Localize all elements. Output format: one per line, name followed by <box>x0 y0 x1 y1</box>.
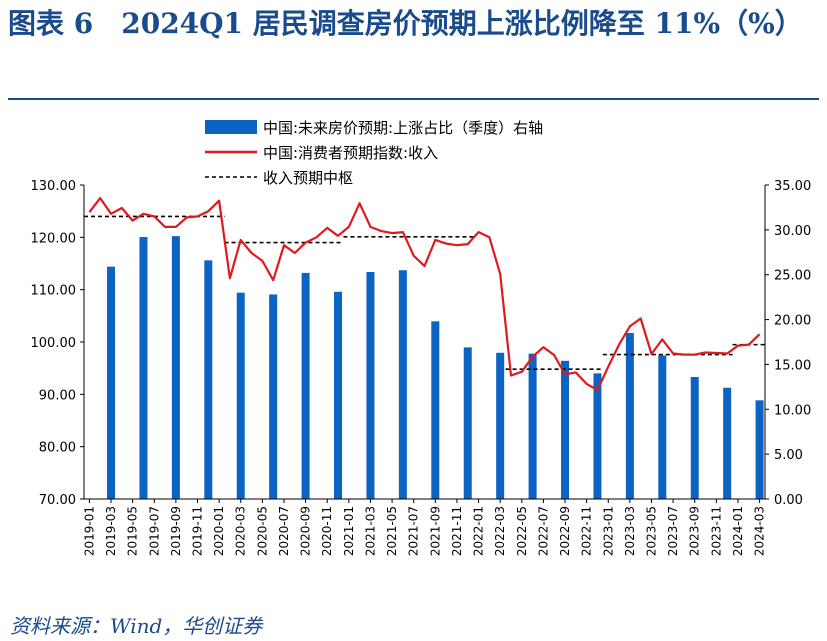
income-expectation-line <box>88 196 761 392</box>
x-tick-label: 2020-05 <box>255 506 269 556</box>
x-tick-label: 2023-07 <box>666 506 680 556</box>
line-series <box>88 196 761 392</box>
bar-2019-03 <box>107 266 116 499</box>
bar-2022-12 <box>593 373 602 499</box>
bar-2022-09 <box>561 360 570 499</box>
right-tick-label: 20.00 <box>774 314 811 329</box>
bar-2019-09 <box>171 236 180 499</box>
x-tick-label: 2022-01 <box>472 506 486 556</box>
legend-label-line: 中国:消费者预期指数:收入 <box>263 144 438 162</box>
bar-2022-06 <box>528 353 537 499</box>
x-tick-label: 2023-03 <box>623 506 637 556</box>
bar-series <box>107 236 764 499</box>
left-tick-label: 120.00 <box>31 231 77 246</box>
x-tick-label: 2019-03 <box>104 506 118 556</box>
left-tick-label: 100.00 <box>31 336 77 351</box>
x-tick-label: 2021-05 <box>385 506 399 556</box>
x-tick-label: 2019-09 <box>169 506 183 556</box>
x-tick-label: 2024-03 <box>753 506 767 556</box>
x-tick-label: 2021-09 <box>428 506 442 556</box>
x-tick-label: 2023-09 <box>688 506 702 556</box>
left-tick-label: 130.00 <box>31 179 77 194</box>
right-tick-label: 5.00 <box>774 448 803 463</box>
bar-2023-12 <box>723 387 732 499</box>
x-tick-label: 2023-05 <box>645 506 659 556</box>
bar-2020-03 <box>236 292 245 499</box>
right-tick-label: 15.00 <box>774 358 811 373</box>
x-tick-label: 2024-01 <box>731 506 745 556</box>
x-tick-label: 2022-09 <box>558 506 572 556</box>
title-rule <box>8 98 819 100</box>
bar-2019-12 <box>204 260 213 499</box>
x-tick-label: 2023-11 <box>709 506 723 556</box>
bar-2020-09 <box>301 272 310 499</box>
bar-2021-06 <box>398 270 407 499</box>
x-tick-label: 2022-11 <box>580 506 594 556</box>
x-tick-label: 2019-05 <box>126 506 140 556</box>
x-tick-label: 2020-11 <box>320 506 334 556</box>
bar-2024-03 <box>755 400 764 499</box>
bar-2021-03 <box>366 272 375 499</box>
bar-2021-09 <box>431 321 440 499</box>
legend-label-dashed: 收入预期中枢 <box>263 169 353 187</box>
left-tick-label: 70.00 <box>39 493 76 508</box>
x-tick-label: 2021-01 <box>342 506 356 556</box>
legend-swatch-bar <box>205 120 257 134</box>
x-tick-label: 2019-07 <box>147 506 161 556</box>
right-tick-label: 30.00 <box>774 224 811 239</box>
right-tick-label: 0.00 <box>774 493 803 508</box>
left-tick-label: 80.00 <box>39 441 76 456</box>
bar-2023-03 <box>625 333 634 499</box>
right-tick-label: 25.00 <box>774 269 811 284</box>
x-tick-label: 2020-09 <box>299 506 313 556</box>
x-tick-label: 2023-01 <box>601 506 615 556</box>
bar-2023-06 <box>658 355 667 499</box>
bar-2019-06 <box>139 237 148 499</box>
source-note: 资料来源：Wind，华创证券 <box>10 614 263 638</box>
x-tick-label: 2022-03 <box>493 506 507 556</box>
x-tick-label: 2019-11 <box>191 506 205 556</box>
x-tick-label: 2020-07 <box>277 506 291 556</box>
x-tick-label: 2022-05 <box>515 506 529 556</box>
right-tick-label: 35.00 <box>774 179 811 194</box>
bar-2023-09 <box>690 376 699 499</box>
x-tick-label: 2019-01 <box>82 506 96 556</box>
axes: 70.00 80.00 90.00 100.00 110.00 120.00 130.00 0… <box>31 179 812 556</box>
left-tick-label: 90.00 <box>39 388 76 403</box>
left-tick-label: 110.00 <box>31 284 77 299</box>
legend-label-bar: 中国:未来房价预期:上涨占比（季度）右轴 <box>263 119 543 137</box>
chart: 中国:未来房价预期:上涨占比（季度）右轴中国:消费者预期指数:收入收入预期中枢 … <box>31 119 812 556</box>
x-tick-label: 2022-07 <box>536 506 550 556</box>
x-tick-label: 2021-11 <box>450 506 464 556</box>
right-tick-label: 10.00 <box>774 403 811 418</box>
x-tick-label: 2021-03 <box>363 506 377 556</box>
bar-2022-03 <box>496 352 505 499</box>
x-tick-label: 2020-01 <box>212 506 226 556</box>
x-tick-label: 2020-03 <box>234 506 248 556</box>
dashed-series <box>84 215 765 371</box>
bar-2020-12 <box>334 291 343 499</box>
bar-2020-06 <box>269 294 278 499</box>
x-tick-label: 2021-07 <box>407 506 421 556</box>
figure-title: 图表 6 2024Q1 居民调查房价预期上涨比例降至 11%（%） <box>8 7 803 40</box>
bar-2021-12 <box>463 347 472 499</box>
